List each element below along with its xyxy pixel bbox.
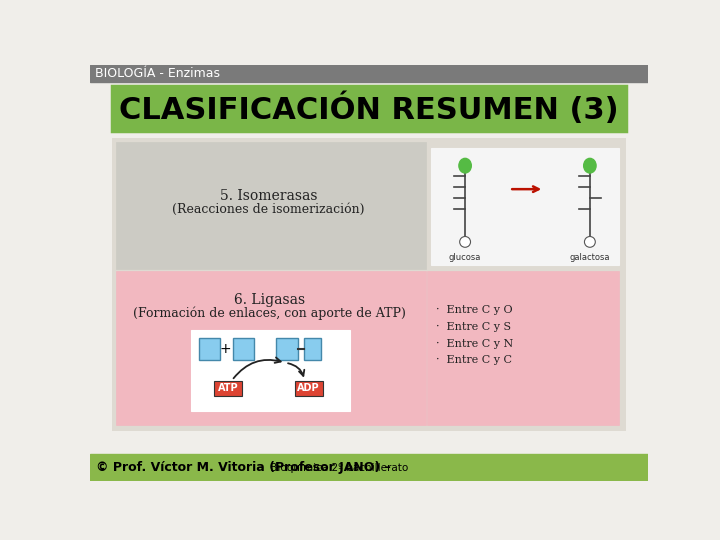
Text: ATP: ATP (217, 383, 238, 393)
Ellipse shape (459, 158, 472, 173)
Text: 5. Isomerasas: 5. Isomerasas (220, 188, 317, 202)
Bar (90, 455, 648, 481)
Text: © Prof. Víctor M. Vitoria (Profesor JANO) –: © Prof. Víctor M. Vitoria (Profesor JANO… (96, 461, 391, 474)
Ellipse shape (584, 158, 596, 173)
Bar (431, 148, 618, 265)
Text: ·  Entre C y O: · Entre C y O (436, 305, 513, 315)
Bar (427, 271, 618, 425)
Text: (Formación de enlaces, con aporte de ATP): (Formación de enlaces, con aporte de ATP… (133, 307, 406, 320)
Text: Bioquímica 2º bachillerato: Bioquímica 2º bachillerato (266, 462, 408, 472)
Bar (112, 138, 626, 430)
Text: ·  Entre C y N: · Entre C y N (436, 339, 513, 348)
Bar (294, 381, 323, 396)
Bar (304, 338, 321, 360)
Text: +: + (219, 342, 230, 356)
Bar (116, 271, 426, 425)
Text: glucosa: glucosa (449, 253, 481, 262)
Text: 6. Ligasas: 6. Ligasas (234, 293, 305, 307)
Bar (233, 338, 254, 360)
Text: (Reacciones de isomerización): (Reacciones de isomerización) (172, 203, 364, 216)
Bar (214, 381, 242, 396)
Text: ·  Entre C y S: · Entre C y S (436, 322, 511, 332)
Bar (191, 330, 350, 411)
Text: CLASIFICACIÓN RESUMEN (3): CLASIFICACIÓN RESUMEN (3) (120, 92, 618, 125)
Circle shape (459, 237, 471, 247)
Text: ·  Entre C y C: · Entre C y C (436, 355, 513, 366)
Bar (116, 142, 426, 269)
Text: galactosa: galactosa (570, 253, 610, 262)
Bar (90, 65, 648, 82)
Bar (199, 338, 220, 360)
Bar (276, 338, 297, 360)
Text: ADP: ADP (297, 383, 320, 393)
Bar (112, 86, 626, 131)
Circle shape (585, 237, 595, 247)
Text: BIOLOGÍA - Enzimas: BIOLOGÍA - Enzimas (94, 67, 220, 80)
